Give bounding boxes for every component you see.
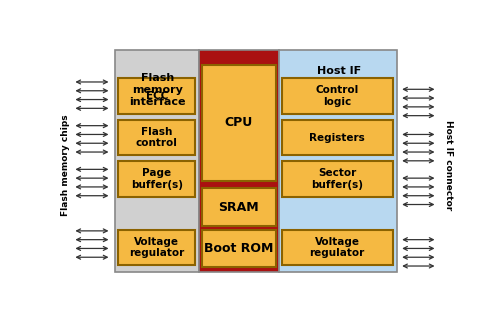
Bar bbox=[115, 50, 198, 272]
Bar bbox=[198, 50, 278, 272]
Text: Host IF connector: Host IF connector bbox=[443, 120, 452, 210]
Text: Flash
memory
interface: Flash memory interface bbox=[129, 74, 185, 107]
FancyBboxPatch shape bbox=[201, 65, 276, 181]
Text: Flash
control: Flash control bbox=[136, 127, 177, 148]
FancyBboxPatch shape bbox=[201, 188, 276, 226]
FancyBboxPatch shape bbox=[118, 230, 195, 265]
FancyBboxPatch shape bbox=[281, 120, 392, 155]
Text: Page
buffer(s): Page buffer(s) bbox=[131, 168, 182, 190]
Text: CPU: CPU bbox=[224, 116, 253, 129]
Text: Registers: Registers bbox=[309, 133, 364, 143]
Text: Control
logic: Control logic bbox=[315, 85, 358, 107]
Text: SRAM: SRAM bbox=[218, 201, 259, 214]
Text: Sector
buffer(s): Sector buffer(s) bbox=[311, 168, 363, 190]
Text: Flash memory chips: Flash memory chips bbox=[61, 114, 70, 216]
Text: ECC: ECC bbox=[145, 91, 168, 101]
Text: Voltage
regulator: Voltage regulator bbox=[309, 236, 364, 258]
FancyBboxPatch shape bbox=[118, 161, 195, 197]
Text: Boot ROM: Boot ROM bbox=[204, 242, 273, 255]
FancyBboxPatch shape bbox=[281, 230, 392, 265]
FancyBboxPatch shape bbox=[118, 78, 195, 114]
Bar bbox=[278, 50, 397, 272]
FancyBboxPatch shape bbox=[201, 230, 276, 268]
FancyBboxPatch shape bbox=[118, 120, 195, 155]
Text: Voltage
regulator: Voltage regulator bbox=[129, 236, 184, 258]
Text: Host IF: Host IF bbox=[316, 66, 360, 76]
FancyBboxPatch shape bbox=[281, 161, 392, 197]
FancyBboxPatch shape bbox=[281, 78, 392, 114]
